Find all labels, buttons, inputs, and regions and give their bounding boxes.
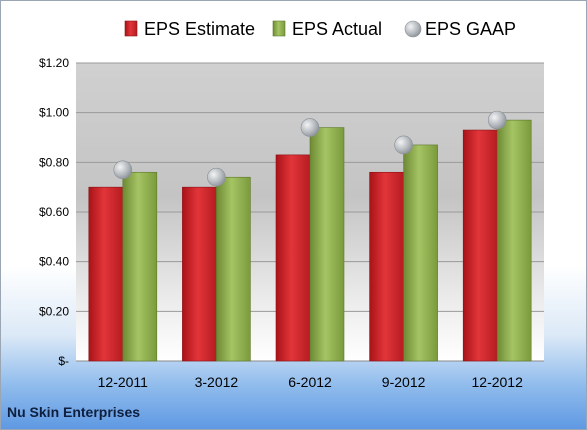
- bar-eps-estimate: [369, 171, 404, 362]
- x-tick-label: 12-2012: [472, 374, 524, 390]
- company-label: Nu Skin Enterprises: [7, 404, 140, 420]
- bars: [88, 119, 532, 362]
- legend-swatch: [124, 20, 138, 37]
- x-tick-label: 9-2012: [382, 374, 426, 390]
- gaap-marker: [487, 110, 507, 130]
- y-axis-ticks: $- $0.20 $0.40 $0.60 $0.80 $1.00 $1.20: [39, 56, 69, 368]
- gaap-marker: [207, 167, 226, 187]
- x-axis-ticks: 12-2011 3-2012 6-2012 9-2012 12-2012: [98, 374, 523, 390]
- x-tick-label: 6-2012: [288, 374, 332, 390]
- bar-eps-estimate: [275, 154, 311, 362]
- bar-eps-estimate: [182, 186, 217, 362]
- legend: EPS Estimate EPS Actual EPS GAAP: [124, 19, 516, 39]
- legend-swatch: [272, 20, 286, 37]
- bar-eps-actual: [309, 127, 345, 362]
- x-tick-label: 12-2011: [98, 374, 149, 390]
- y-tick-label: $1.00: [39, 106, 69, 120]
- gaap-marker: [300, 118, 320, 137]
- legend-swatch: [404, 20, 422, 38]
- x-tick-label: 3-2012: [195, 374, 239, 390]
- y-tick-label: $0.80: [39, 155, 69, 169]
- gaap-marker: [394, 135, 413, 155]
- bar-eps-actual: [122, 171, 158, 362]
- gaap-markers: [113, 110, 507, 187]
- legend-label: EPS Estimate: [144, 19, 255, 39]
- bar-eps-actual: [216, 176, 251, 362]
- bar-eps-estimate: [462, 129, 498, 362]
- y-tick-label: $0.60: [39, 205, 69, 219]
- gaap-marker: [113, 160, 133, 180]
- legend-label: EPS Actual: [292, 19, 382, 39]
- y-tick-label: $0.20: [39, 304, 69, 318]
- bar-eps-actual: [496, 119, 532, 362]
- y-tick-label: $0.40: [39, 255, 69, 269]
- y-tick-label: $1.20: [39, 56, 69, 70]
- bar-eps-actual: [403, 144, 438, 362]
- legend-label: EPS GAAP: [425, 19, 516, 39]
- y-tick-label: $-: [58, 354, 69, 368]
- bar-eps-estimate: [88, 186, 124, 362]
